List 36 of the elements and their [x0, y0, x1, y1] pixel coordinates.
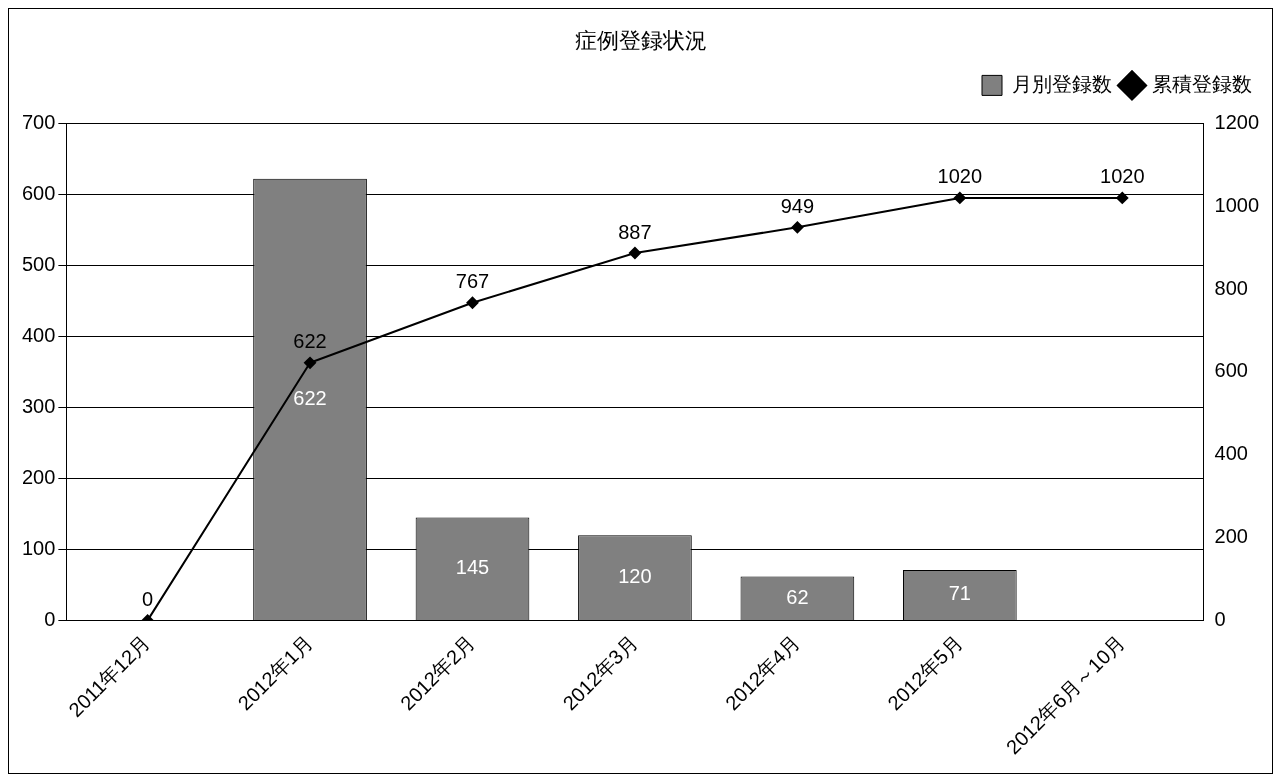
y2-tick-label: 0	[1214, 607, 1226, 630]
data-label: 0	[142, 587, 154, 610]
data-label: 120	[618, 565, 652, 588]
y2-tick-label: 200	[1214, 525, 1248, 548]
y-tick-label: 300	[21, 394, 56, 417]
data-label: 767	[455, 270, 490, 293]
y2-tick-label: 400	[1214, 442, 1248, 465]
data-label: 62	[786, 585, 809, 608]
data-label: 145	[455, 556, 490, 579]
data-label: 71	[948, 582, 971, 605]
y2-tick-label: 1200	[1214, 110, 1260, 133]
y-tick-label: 500	[21, 252, 56, 275]
legend-label: 月別登録数	[1012, 72, 1112, 95]
y-tick-label: 600	[21, 181, 56, 204]
y-tick-label: 0	[44, 607, 56, 630]
y-tick-label: 700	[21, 110, 56, 133]
y-tick-label: 200	[21, 465, 56, 488]
point	[953, 191, 966, 204]
data-label: 887	[618, 220, 652, 243]
y-tick-label: 100	[21, 536, 56, 559]
y2-tick-label: 600	[1214, 359, 1248, 382]
y2-tick-label: 800	[1214, 276, 1248, 299]
point	[791, 221, 804, 234]
point	[628, 247, 641, 260]
data-label: 1020	[1100, 165, 1145, 188]
data-label: 622	[293, 386, 327, 409]
data-label: 949	[780, 194, 815, 217]
y-tick-label: 400	[21, 323, 56, 346]
point	[304, 356, 317, 369]
chart-title: 症例登録状況	[574, 28, 707, 54]
data-label: 1020	[937, 165, 983, 188]
data-label: 622	[293, 330, 327, 353]
y2-tick-label: 1000	[1214, 193, 1260, 216]
point	[1116, 191, 1129, 204]
legend-label: 累積登録数	[1152, 72, 1252, 95]
point	[466, 296, 479, 309]
